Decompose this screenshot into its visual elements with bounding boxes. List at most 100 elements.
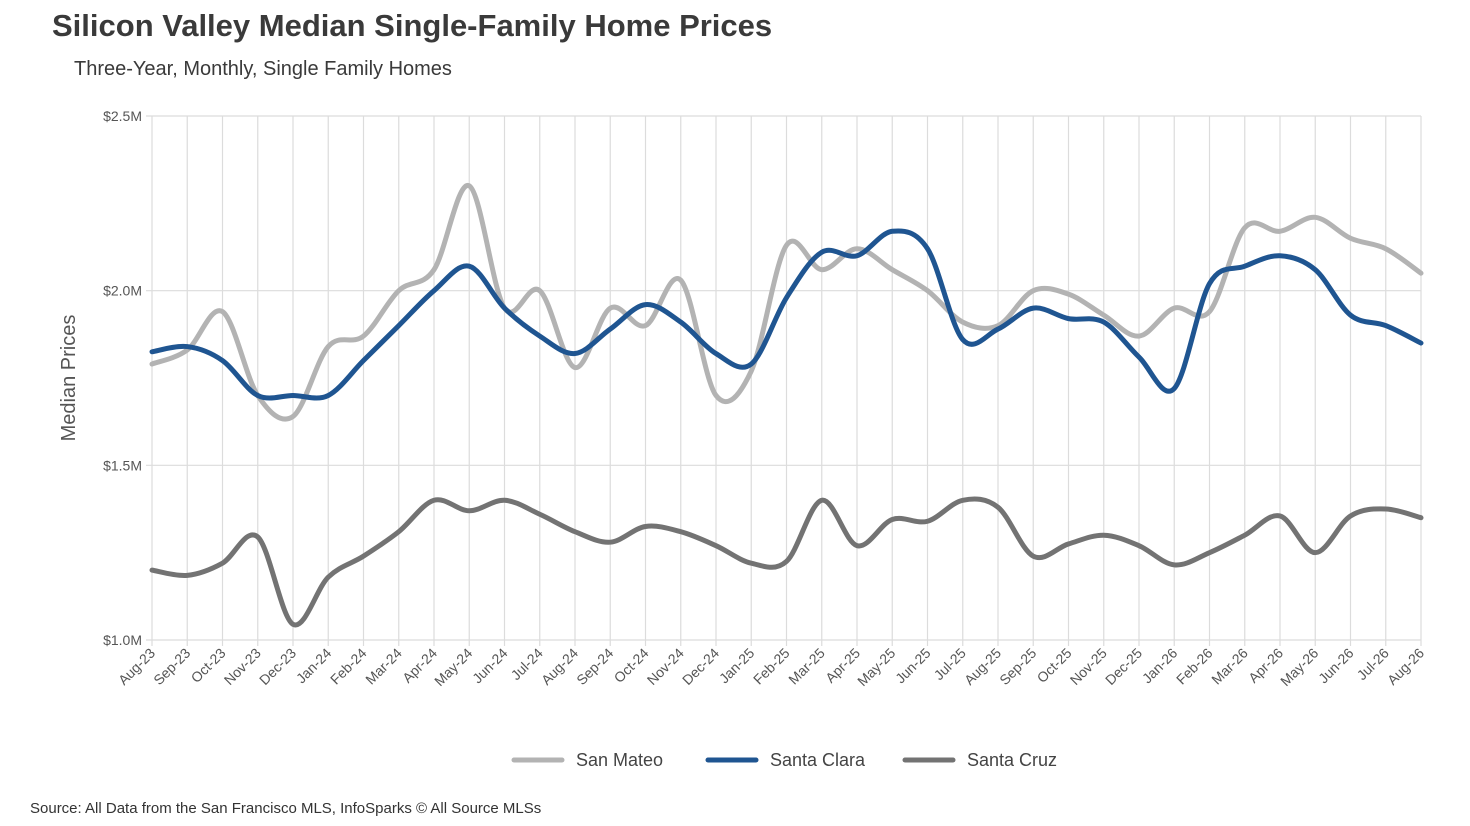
series-line-santa-cruz (149, 496, 1424, 628)
data-point-santa-cruz (820, 498, 824, 502)
x-tick-label: Jan-25 (716, 645, 758, 687)
data-point-santa-clara (1172, 386, 1176, 390)
y-axis-label: Median Prices (58, 315, 80, 442)
data-point-san-mateo (150, 362, 154, 366)
data-point-santa-clara (503, 306, 507, 310)
data-point-santa-cruz (221, 561, 225, 565)
data-point-santa-cruz (1137, 544, 1141, 548)
y-tick-label: $2.5M (103, 108, 142, 124)
x-tick-label: Jun-24 (469, 645, 511, 687)
data-point-santa-clara (820, 250, 824, 254)
x-tick-label: May-24 (431, 645, 475, 689)
data-point-san-mateo (679, 278, 683, 282)
x-tick-label: Sep-24 (573, 645, 616, 688)
data-point-santa-clara (1384, 324, 1388, 328)
data-point-santa-clara (644, 303, 648, 307)
data-point-san-mateo (1349, 236, 1353, 240)
data-point-san-mateo (749, 369, 753, 373)
data-point-san-mateo (644, 324, 648, 328)
data-point-santa-cruz (1243, 533, 1247, 537)
data-point-santa-cruz (503, 498, 507, 502)
data-point-san-mateo (432, 268, 436, 272)
x-tick-label: May-26 (1277, 645, 1321, 689)
x-tick-label: May-25 (854, 645, 898, 689)
x-tick-label: Jan-24 (293, 645, 335, 687)
data-point-santa-clara (538, 334, 542, 338)
data-point-santa-cruz (573, 530, 577, 534)
data-point-santa-cruz (608, 540, 612, 544)
x-tick-label: Aug-23 (115, 645, 158, 688)
data-point-santa-clara (221, 359, 225, 363)
data-point-santa-cruz (1278, 514, 1282, 518)
data-point-santa-cruz (714, 544, 718, 548)
data-point-san-mateo (326, 345, 330, 349)
data-point-santa-clara (185, 345, 189, 349)
data-point-santa-cruz (785, 559, 789, 563)
data-point-san-mateo (397, 289, 401, 293)
chart-title: Silicon Valley Median Single-Family Home… (52, 8, 773, 43)
x-tick-label: Feb-24 (327, 645, 370, 688)
x-tick-label: Aug-24 (538, 645, 581, 688)
data-point-santa-cruz (1384, 507, 1388, 511)
data-point-san-mateo (1172, 306, 1176, 310)
x-tick-label: Nov-23 (221, 645, 264, 688)
data-point-santa-clara (1102, 320, 1106, 324)
data-point-san-mateo (926, 289, 930, 293)
data-point-san-mateo (855, 247, 859, 251)
data-point-san-mateo (1278, 229, 1282, 233)
data-point-santa-cruz (855, 544, 859, 548)
data-point-santa-clara (1243, 264, 1247, 268)
x-tick-label: Jun-25 (892, 645, 934, 687)
data-point-santa-cruz (1067, 542, 1071, 546)
data-point-santa-clara (749, 362, 753, 366)
data-point-san-mateo (961, 320, 965, 324)
data-point-santa-cruz (256, 535, 260, 539)
data-point-santa-clara (890, 229, 894, 233)
data-point-san-mateo (785, 243, 789, 247)
x-tick-label: Jan-26 (1139, 645, 1181, 687)
data-point-san-mateo (608, 306, 612, 310)
data-point-san-mateo (573, 366, 577, 370)
data-point-santa-cruz (1102, 533, 1106, 537)
data-point-san-mateo (1208, 310, 1212, 314)
data-point-santa-cruz (1419, 516, 1423, 520)
data-point-santa-clara (1208, 282, 1212, 286)
data-point-santa-cruz (996, 505, 1000, 509)
data-point-santa-cruz (467, 509, 471, 513)
data-point-san-mateo (1419, 271, 1423, 275)
data-point-santa-clara (326, 393, 330, 397)
data-point-santa-clara (996, 327, 1000, 331)
y-tick-label: $1.5M (103, 457, 142, 473)
y-tick-label: $2.0M (103, 283, 142, 299)
series-line-santa-clara (149, 228, 1424, 401)
legend: San Mateo Santa Clara Santa Cruz (511, 750, 1057, 770)
data-point-santa-clara (362, 359, 366, 363)
data-point-san-mateo (467, 184, 471, 188)
x-tick-label: Aug-25 (961, 645, 1004, 688)
y-axis: $1.0M $1.5M $2.0M $2.5M (103, 108, 142, 648)
data-point-santa-cruz (1208, 551, 1212, 555)
data-point-san-mateo (1313, 215, 1317, 219)
data-point-santa-cruz (890, 517, 894, 521)
series-lines (149, 183, 1424, 628)
data-point-san-mateo (1031, 289, 1035, 293)
data-point-santa-cruz (1313, 551, 1317, 555)
data-point-santa-clara (467, 264, 471, 268)
x-tick-label: Feb-25 (750, 645, 793, 688)
chart-subtitle: Three-Year, Monthly, Single Family Homes (74, 58, 452, 80)
data-point-san-mateo (1243, 226, 1247, 230)
data-point-san-mateo (714, 393, 718, 397)
x-axis: Aug-23Sep-23Oct-23Nov-23Dec-23Jan-24Feb-… (115, 645, 1427, 689)
source-note: Source: All Data from the San Francisco … (30, 800, 542, 817)
x-tick-label: Dec-25 (1102, 645, 1145, 688)
data-point-santa-clara (573, 352, 577, 356)
data-point-santa-clara (785, 296, 789, 300)
x-tick-label: Aug-26 (1384, 645, 1427, 688)
data-point-san-mateo (1384, 247, 1388, 251)
x-tick-label: Dec-23 (256, 645, 299, 688)
x-tick-label: Dec-24 (679, 645, 722, 688)
data-point-san-mateo (1137, 334, 1141, 338)
data-point-san-mateo (362, 334, 366, 338)
data-point-santa-clara (608, 327, 612, 331)
